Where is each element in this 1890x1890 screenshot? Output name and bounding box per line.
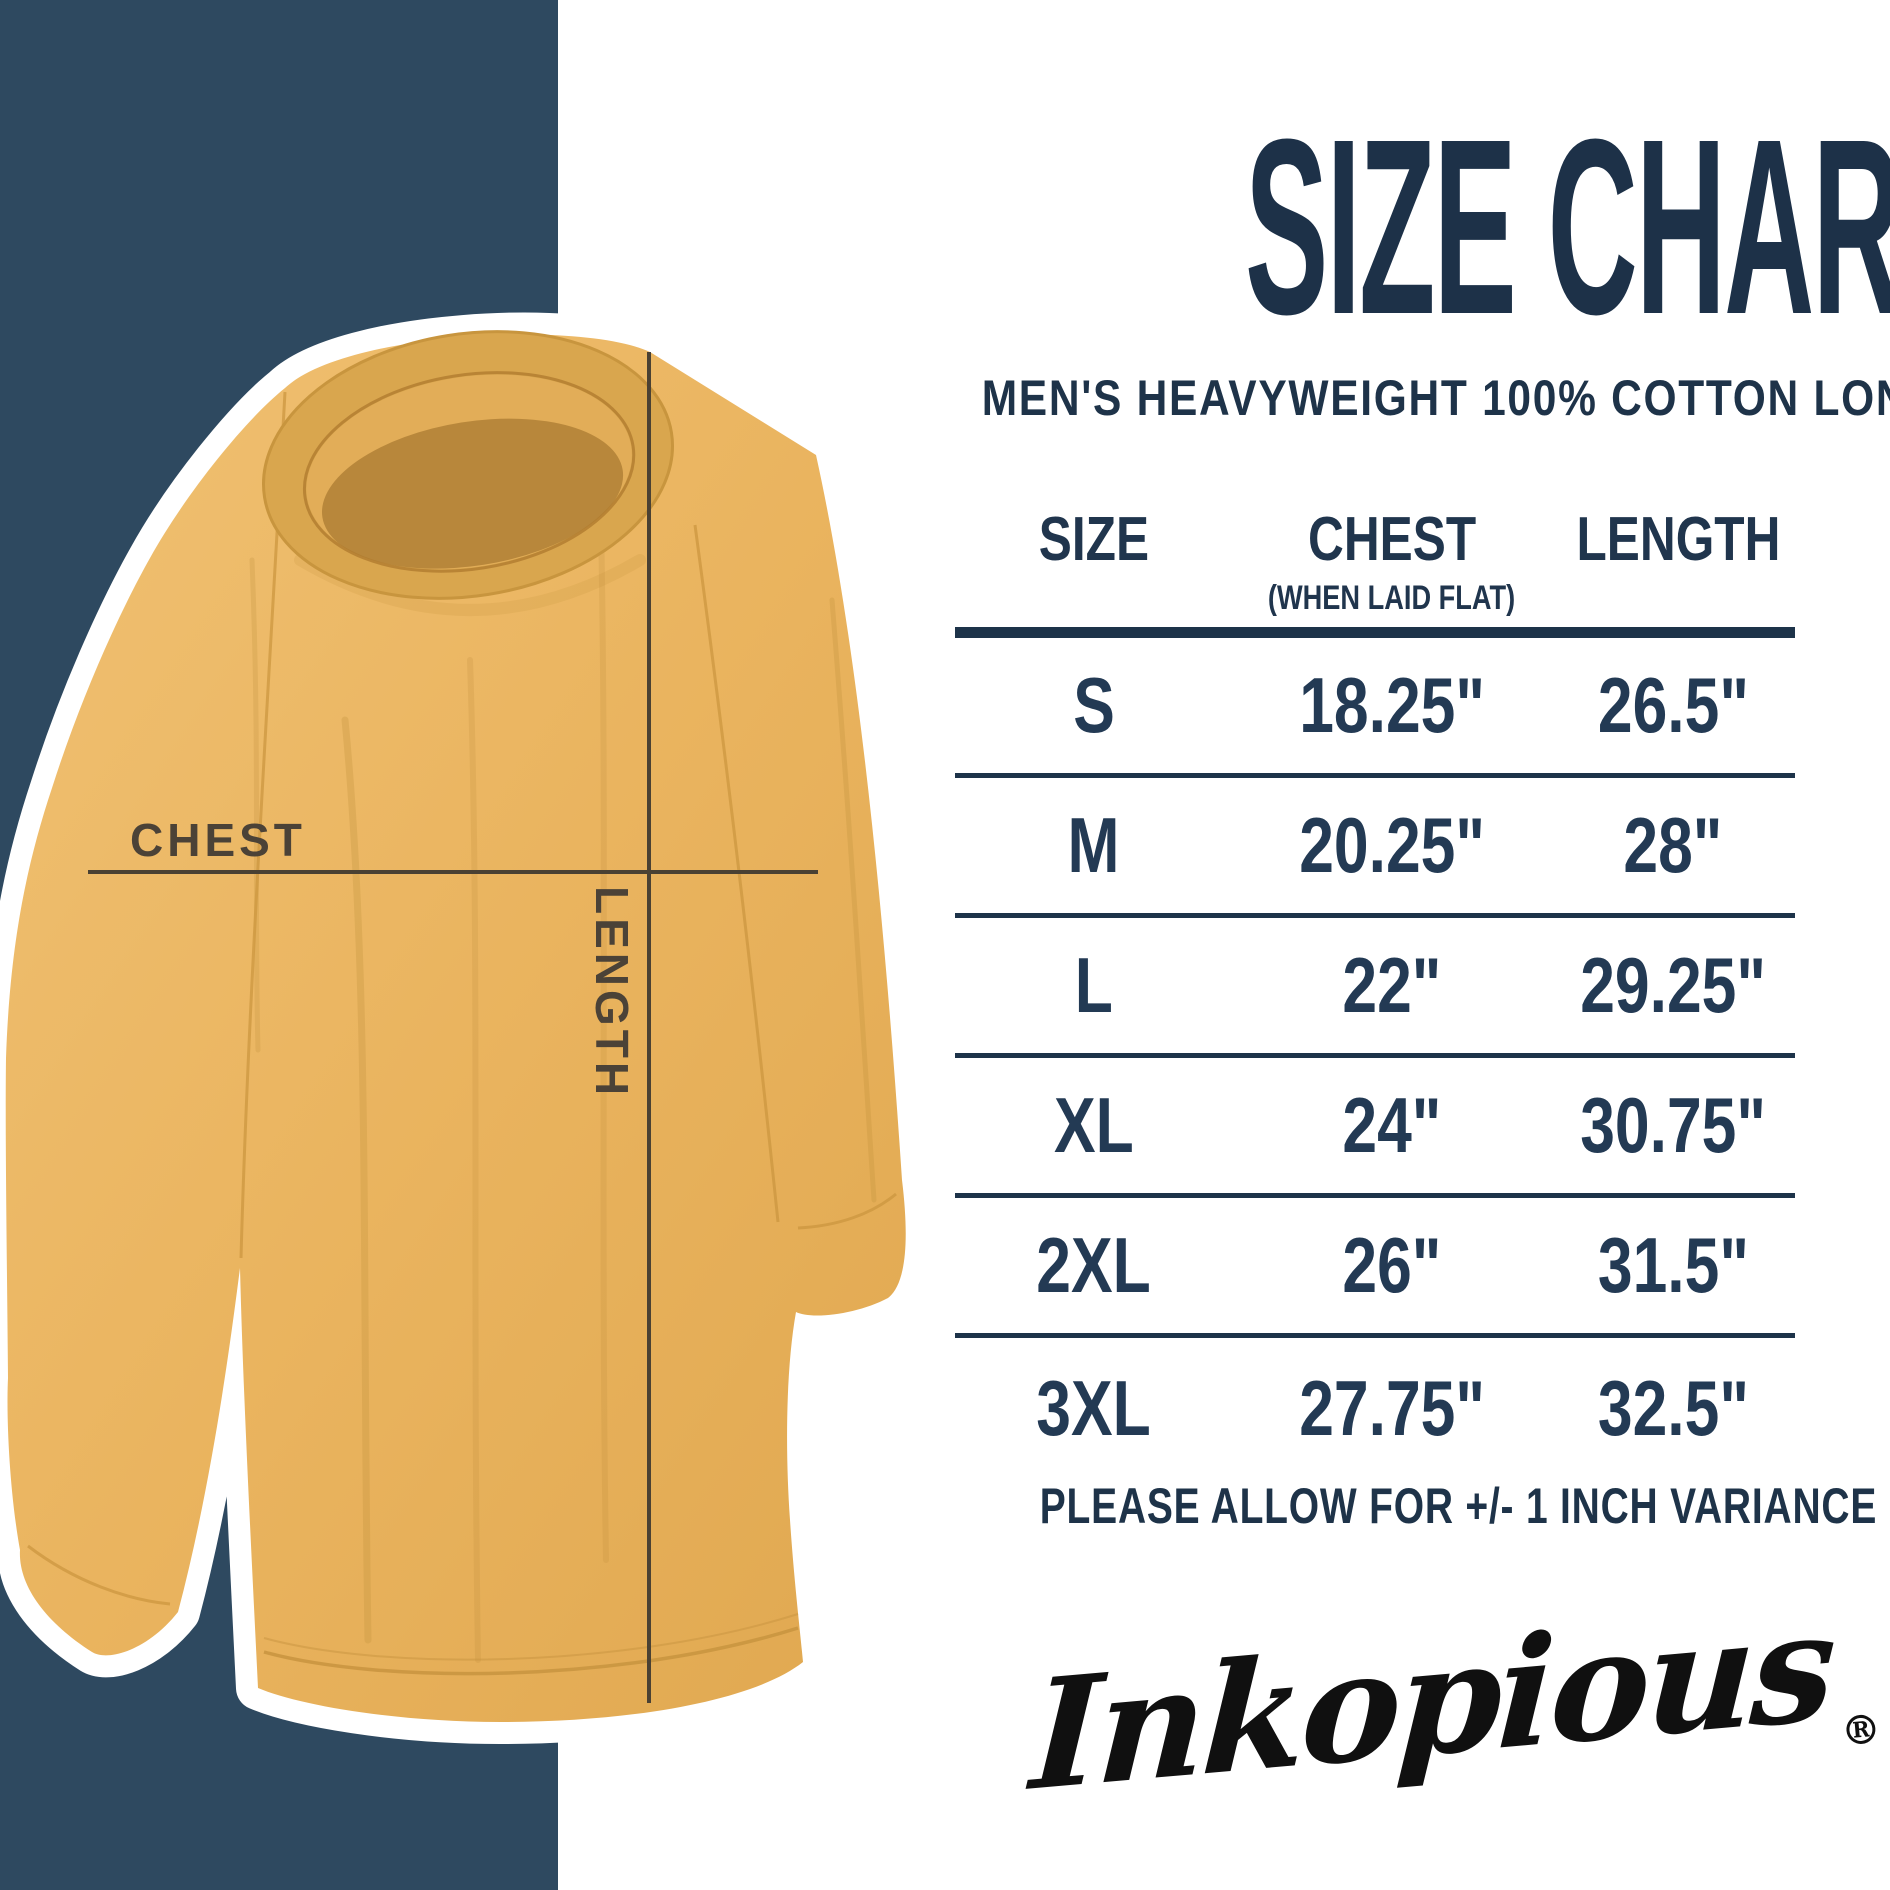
table-header-row: SIZE CHEST LENGTH xyxy=(955,490,1795,578)
cell-length: 32.5" xyxy=(1597,1363,1749,1452)
cell-length: 29.25" xyxy=(1580,941,1767,1029)
chest-measure-label: CHEST xyxy=(130,814,306,866)
fabric-folds xyxy=(249,477,877,1663)
column-header-chest: CHEST xyxy=(1307,505,1476,574)
cell-length: 26.5" xyxy=(1597,661,1749,749)
page-title-text: SIZE CHART xyxy=(1245,87,1890,366)
cell-length: 30.75" xyxy=(1580,1081,1767,1169)
cell-size: S xyxy=(1072,661,1115,749)
table-row-3xl: 3XL 27.75" 32.5" xyxy=(955,1338,1795,1478)
column-header-length: LENGTH xyxy=(1576,505,1781,574)
hem-stitch xyxy=(263,1613,799,1676)
length-measure-label: LENGTH xyxy=(586,886,638,1099)
shirt-photo: CHEST LENGTH xyxy=(0,312,928,1744)
page-title: SIZE CHART xyxy=(880,102,1890,352)
cell-size: M xyxy=(1067,801,1120,889)
cell-size: 2XL xyxy=(1036,1221,1151,1309)
brand-logo: Inkopious® xyxy=(1023,1573,1883,1871)
cell-chest: 24" xyxy=(1342,1081,1442,1169)
cell-length: 31.5" xyxy=(1597,1221,1749,1309)
cell-chest: 22" xyxy=(1342,941,1442,1029)
collar xyxy=(262,330,674,600)
cell-chest: 18.25" xyxy=(1298,661,1485,749)
table-row-2xl: 2XL 26" 31.5" xyxy=(955,1198,1795,1338)
table-row-s: S 18.25" 26.5" xyxy=(955,638,1795,778)
size-table: SIZE CHEST LENGTH (WHEN LAID FLAT) S 18.… xyxy=(955,490,1795,1478)
table-header-subrow: (WHEN LAID FLAT) xyxy=(955,578,1795,618)
cell-length: 28" xyxy=(1623,801,1723,889)
registered-trademark-icon: ® xyxy=(1839,1705,1883,1756)
brand-logo-text: Inkopious xyxy=(1027,1577,1837,1825)
table-row-m: M 20.25" 28" xyxy=(955,778,1795,918)
column-header-size: SIZE xyxy=(1038,505,1149,574)
size-variance-note: PLEASE ALLOW FOR +/- 1 INCH VARIANCE IN … xyxy=(1039,1478,1890,1534)
shirt-silhouette xyxy=(0,312,928,1744)
cell-chest: 26" xyxy=(1342,1221,1442,1309)
header-divider xyxy=(955,627,1795,638)
table-row-xl: XL 24" 30.75" xyxy=(955,1058,1795,1198)
cell-size: 3XL xyxy=(1036,1363,1151,1452)
cell-chest: 27.75" xyxy=(1298,1363,1485,1452)
cell-chest: 20.25" xyxy=(1298,801,1485,889)
cell-size: XL xyxy=(1053,1081,1134,1169)
chest-subnote: (WHEN LAID FLAT) xyxy=(1268,579,1516,617)
product-subtitle: MEN'S HEAVYWEIGHT 100% COTTON LONG SLEEV… xyxy=(981,370,1890,426)
cell-size: L xyxy=(1074,941,1113,1029)
table-row-l: L 22" 29.25" xyxy=(955,918,1795,1058)
